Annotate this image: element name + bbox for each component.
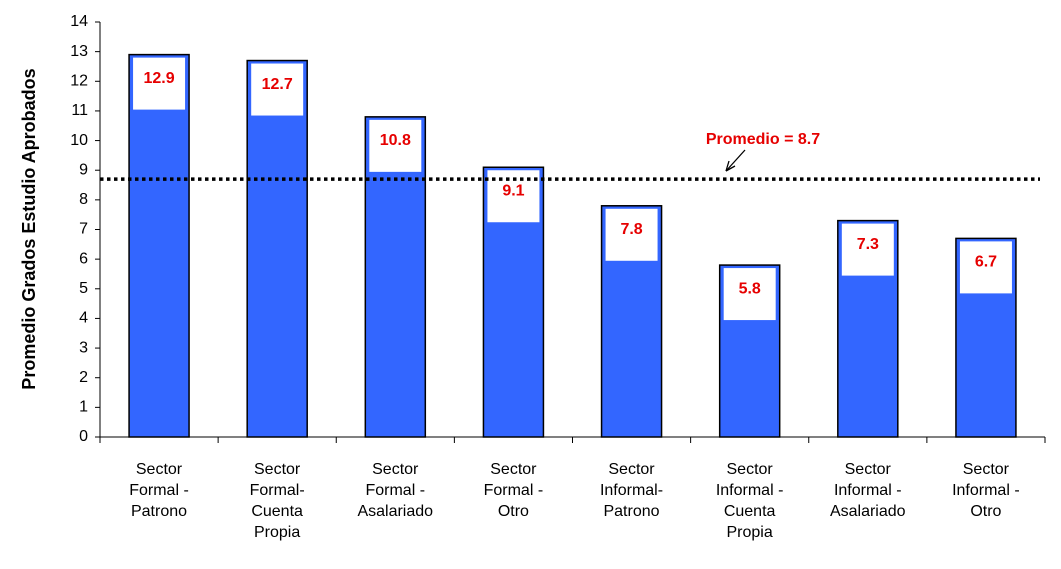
- value-label: 12.7: [262, 76, 293, 93]
- y-tick-label: 2: [79, 369, 88, 386]
- y-tick-label: 7: [79, 221, 88, 238]
- value-label-box: [841, 223, 894, 276]
- arrow-head: [725, 160, 736, 172]
- y-tick-label: 9: [79, 161, 88, 178]
- arrow-shaft: [725, 149, 746, 172]
- reference-label: Promedio = 8.7: [706, 131, 820, 148]
- x-tick-label: Sector Formal - Otro: [483, 461, 544, 520]
- y-tick-label: 14: [70, 13, 88, 30]
- value-label: 7.3: [857, 236, 879, 253]
- y-tick-label: 8: [79, 191, 88, 208]
- y-tick-label: 0: [79, 428, 88, 445]
- y-tick-label: 5: [79, 280, 88, 297]
- y-tick-label: 12: [70, 73, 88, 90]
- x-tick-label: Sector Informal - Cuenta Propia: [715, 461, 784, 541]
- value-label: 5.8: [739, 280, 761, 297]
- y-tick-label: 3: [79, 339, 88, 356]
- value-label: 9.1: [502, 182, 524, 199]
- value-label-box: [369, 119, 422, 172]
- value-label: 12.9: [143, 70, 174, 87]
- value-label-box: [133, 57, 186, 110]
- x-tick-label: Sector Formal - Asalariado: [357, 461, 434, 520]
- bar: [128, 53, 190, 438]
- value-label-box: [959, 241, 1012, 294]
- x-tick-label: Sector Informal- Patrono: [599, 461, 664, 520]
- value-label-box: [605, 208, 658, 261]
- value-label: 7.8: [620, 221, 642, 238]
- value-label: 10.8: [380, 132, 411, 149]
- y-tick-label: 4: [79, 310, 88, 327]
- value-label: 6.7: [975, 254, 997, 271]
- y-tick-label: 10: [70, 132, 88, 149]
- y-tick-label: 6: [79, 250, 88, 267]
- x-tick-label: Sector Formal- Cuenta Propia: [249, 461, 305, 541]
- y-axis-title: Promedio Grados Estudio Aprobados: [19, 68, 39, 389]
- y-tick-label: 1: [79, 399, 88, 416]
- value-label-box: [251, 63, 304, 116]
- y-tick-label: 13: [70, 43, 88, 60]
- bar: [246, 59, 308, 438]
- x-tick-label: Sector Informal - Otro: [952, 461, 1020, 520]
- x-tick-label: Sector Informal - Asalariado: [829, 461, 906, 520]
- value-label-box: [723, 268, 776, 321]
- y-tick-label: 11: [71, 102, 88, 119]
- x-tick-label: Sector Formal - Patrono: [129, 461, 189, 520]
